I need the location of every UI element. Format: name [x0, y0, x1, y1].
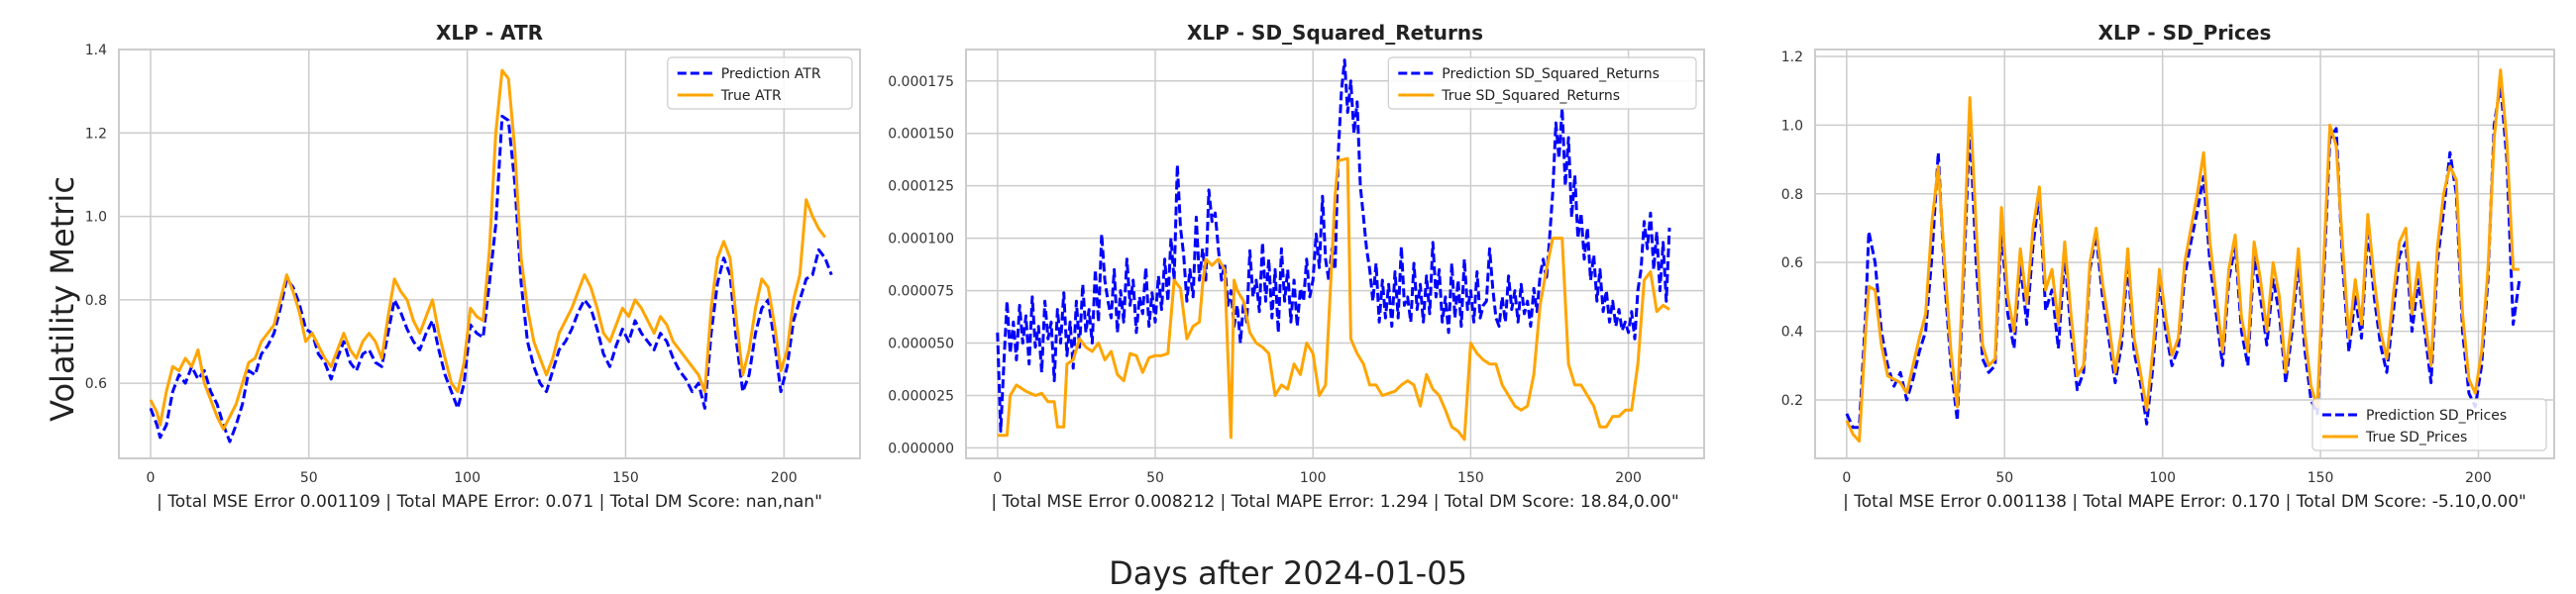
y-tick-label: 0.000150 — [888, 127, 954, 143]
series-line-true — [997, 156, 1670, 442]
y-tick-label: 1.0 — [85, 210, 107, 226]
chart-xlabel: | Total MSE Error 0.001138 | Total MAPE … — [1843, 492, 2526, 512]
series-line-prediction — [996, 58, 1671, 433]
series-line-prediction — [149, 114, 833, 444]
legend-label: Prediction SD_Prices — [2366, 408, 2507, 424]
figure-xlabel: Days after 2024-01-05 — [1109, 554, 1467, 592]
chart-3: 0 50 100 150 200 0.2 0.4 0.6 0.8 1.0 1.2 XLP - SD_P… — [1781, 21, 2555, 512]
x-tick-label: 50 — [1146, 470, 1164, 486]
y-tick-label: 0.4 — [1781, 325, 1803, 341]
x-tick-label: 150 — [612, 470, 639, 486]
chart-xlabel: | Total MSE Error 0.001109 | Total MAPE … — [157, 492, 822, 512]
x-tick-label: 150 — [1457, 470, 1484, 486]
y-tick-label: 0.000100 — [888, 232, 954, 248]
y-tick-label: 0.8 — [1781, 187, 1803, 203]
x-tick-label: 100 — [1300, 470, 1327, 486]
x-tick-label: 50 — [1995, 470, 2013, 486]
y-tick-label: 1.4 — [85, 43, 107, 58]
x-tick-label: 0 — [147, 470, 156, 486]
chart-2: 0 50 100 150 200 0.000000 0.000025 0.000050 0.00… — [888, 21, 1705, 512]
x-tick-label: 200 — [771, 470, 798, 486]
legend: Prediction ATR True ATR — [667, 56, 853, 110]
chart-1: 0 50 100 150 200 0.6 0.8 1.0 1.2 1.4 XLP - ATR | To… — [85, 21, 861, 512]
y-tick-label: 0.2 — [1781, 393, 1803, 409]
x-tick-label: 100 — [454, 470, 481, 486]
plot-frame — [1814, 49, 2555, 459]
y-tick-label: 0.000025 — [888, 388, 954, 404]
y-tick-label: 1.2 — [1781, 50, 1803, 65]
series-line-true — [1845, 68, 2520, 444]
x-tick-label: 0 — [993, 470, 1002, 486]
x-tick-label: 200 — [1615, 470, 1642, 486]
series-line-true — [149, 68, 826, 431]
chart-panels: 0 50 100 150 200 0.6 0.8 1.0 1.2 1.4 XLP - ATR | To… — [85, 21, 2555, 512]
legend-label: True SD_Prices — [2365, 430, 2467, 446]
legend-box — [667, 56, 853, 110]
y-tick-label: 0.8 — [85, 293, 107, 309]
y-tick-label: 0.000000 — [888, 441, 954, 456]
chart-title: XLP - SD_Squared_Returns — [1187, 21, 1483, 45]
legend-box — [1387, 56, 1697, 110]
plot-area — [1815, 50, 2554, 458]
legend-label: True SD_Squared_Returns — [1441, 88, 1620, 104]
plot-frame — [118, 49, 861, 459]
chart-xlabel: | Total MSE Error 0.008212 | Total MAPE … — [991, 492, 1678, 512]
y-tick-label: 0.6 — [85, 376, 107, 392]
y-tick-label: 0.000050 — [888, 337, 954, 352]
legend-label: True ATR — [720, 88, 782, 104]
y-tick-label: 0.000125 — [888, 179, 954, 195]
legend: Prediction SD_Prices True SD_Prices — [2311, 398, 2547, 451]
x-tick-label: 50 — [300, 470, 318, 486]
y-tick-label: 1.2 — [85, 126, 107, 142]
chart-title: XLP - ATR — [436, 21, 543, 45]
legend-box — [2311, 398, 2547, 451]
plot-frame — [965, 49, 1705, 459]
y-tick-label: 0.000175 — [888, 74, 954, 90]
chart-title: XLP - SD_Prices — [2098, 21, 2272, 45]
y-tick-label: 0.6 — [1781, 255, 1803, 271]
x-tick-label: 200 — [2465, 470, 2492, 486]
x-tick-label: 0 — [1842, 470, 1851, 486]
figure-ylabel: Volatility Metric — [44, 176, 81, 422]
legend-label: Prediction ATR — [721, 66, 821, 82]
y-tick-label: 1.0 — [1781, 118, 1803, 134]
legend: Prediction SD_Squared_Returns True SD_Squ… — [1387, 56, 1697, 110]
y-tick-label: 0.000075 — [888, 284, 954, 300]
legend-label: Prediction SD_Squared_Returns — [1442, 66, 1660, 82]
x-tick-label: 100 — [2149, 470, 2176, 486]
x-tick-label: 150 — [2308, 470, 2334, 486]
